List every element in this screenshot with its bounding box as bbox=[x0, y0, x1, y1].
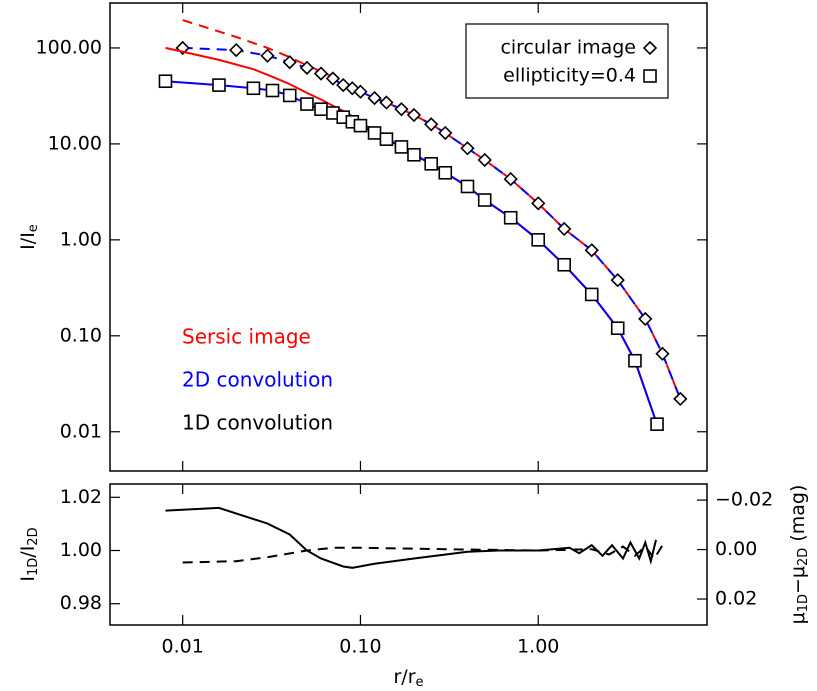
square-marker bbox=[503, 210, 518, 225]
diamond-marker bbox=[610, 273, 625, 288]
y-tick-label: 0.10 bbox=[60, 324, 102, 346]
square-marker bbox=[628, 353, 642, 368]
diamond-marker bbox=[229, 42, 244, 58]
diamond-marker bbox=[438, 125, 453, 141]
x-axis-label-part: e bbox=[416, 675, 424, 690]
y2-axis-label-part: μ bbox=[787, 612, 809, 624]
diamond-marker bbox=[367, 90, 382, 106]
square-marker bbox=[407, 147, 421, 162]
y2-tick-label: 0.02 bbox=[715, 588, 757, 610]
diamond-marker bbox=[460, 141, 475, 156]
diamond-marker bbox=[394, 102, 409, 117]
square-marker bbox=[314, 102, 328, 116]
diamond-marker bbox=[477, 152, 492, 168]
square-marker bbox=[424, 157, 439, 171]
diamond-marker bbox=[638, 311, 653, 327]
legend-text: ellipticity=0.4 bbox=[503, 65, 636, 87]
square-marker bbox=[246, 81, 261, 96]
square-marker bbox=[379, 132, 394, 146]
square-marker bbox=[460, 179, 475, 194]
square-marker bbox=[394, 140, 409, 154]
y-axis-label-part: I/I bbox=[17, 232, 39, 250]
y-axis-label: I/Ie bbox=[17, 224, 41, 250]
square-marker bbox=[353, 118, 368, 133]
y2-axis-label-part: 2D bbox=[796, 548, 811, 566]
y-axis-label-part: I bbox=[17, 576, 39, 582]
y-tick-label: 1.00 bbox=[60, 228, 102, 250]
legend-marker bbox=[642, 40, 658, 56]
y-tick-label: 0.98 bbox=[60, 592, 102, 614]
diamond-marker bbox=[260, 48, 275, 63]
y-axis-label-part: 2D bbox=[26, 527, 41, 545]
legend-text: 2D convolution bbox=[182, 368, 333, 392]
diamond-marker bbox=[282, 55, 297, 70]
x-axis-label: r/re bbox=[393, 666, 423, 690]
diamond-marker bbox=[557, 221, 572, 237]
y-tick-label: 10.00 bbox=[48, 132, 102, 154]
diamond-marker bbox=[673, 391, 688, 407]
y2-axis-label: μ1D−μ2D (mag) bbox=[787, 485, 811, 625]
square-marker bbox=[158, 74, 173, 89]
legend-box bbox=[465, 23, 669, 99]
square-marker bbox=[557, 257, 572, 272]
diamond-marker bbox=[503, 171, 518, 187]
y-tick-label: 1.02 bbox=[60, 486, 102, 508]
square-marker bbox=[367, 126, 382, 140]
square-marker bbox=[610, 321, 625, 336]
y2-axis-label-part: 1D bbox=[796, 594, 811, 612]
y2-axis-label-part: (mag) bbox=[787, 485, 809, 548]
square-marker bbox=[212, 78, 226, 92]
square-marker bbox=[477, 193, 492, 207]
diamond-marker bbox=[313, 66, 329, 81]
diamond-marker bbox=[406, 107, 422, 123]
y2-axis-label-part: −μ bbox=[787, 566, 809, 594]
y2-tick-label: −0.02 bbox=[715, 489, 773, 511]
legend-marker bbox=[643, 69, 657, 83]
y-axis-label-part: 1D bbox=[26, 558, 41, 576]
plot-area bbox=[165, 506, 664, 569]
y-axis-label-part: /I bbox=[17, 546, 39, 558]
square-marker bbox=[282, 88, 297, 103]
diamond-marker bbox=[655, 346, 670, 361]
square-marker bbox=[438, 165, 453, 180]
x-tick-label: 1.00 bbox=[517, 636, 559, 658]
legend-text: Sersic image bbox=[182, 325, 311, 349]
x-axis-label-part: r/r bbox=[393, 666, 415, 688]
series-line bbox=[182, 46, 682, 400]
plot-frame bbox=[109, 483, 708, 626]
plot-area bbox=[158, 19, 688, 431]
diamond-marker bbox=[379, 95, 394, 110]
series-line bbox=[165, 506, 657, 569]
diamond-marker bbox=[584, 243, 599, 258]
diamond-marker bbox=[424, 117, 439, 132]
x-tick-label: 0.01 bbox=[162, 636, 204, 658]
legend-text: 1D convolution bbox=[182, 411, 333, 435]
y-tick-label: 1.00 bbox=[60, 539, 102, 561]
series-line bbox=[182, 544, 664, 564]
diamond-marker bbox=[299, 60, 315, 75]
square-marker bbox=[265, 83, 280, 98]
square-marker bbox=[650, 417, 664, 431]
diamond-marker bbox=[531, 196, 546, 211]
diamond-marker bbox=[353, 84, 368, 99]
y-axis-label: I1D/I2D bbox=[17, 527, 41, 581]
diamond-marker bbox=[325, 71, 341, 86]
square-marker bbox=[531, 233, 546, 247]
y-axis-label-part: e bbox=[26, 224, 41, 232]
square-marker bbox=[300, 97, 314, 111]
x-tick-label: 0.10 bbox=[339, 636, 381, 658]
y-tick-label: 100.00 bbox=[36, 36, 102, 58]
legend-text: circular image bbox=[500, 37, 636, 59]
plot-frame bbox=[109, 2, 708, 472]
y-tick-label: 0.01 bbox=[60, 420, 102, 442]
square-marker bbox=[584, 287, 599, 302]
y2-tick-label: 0.00 bbox=[715, 538, 757, 560]
